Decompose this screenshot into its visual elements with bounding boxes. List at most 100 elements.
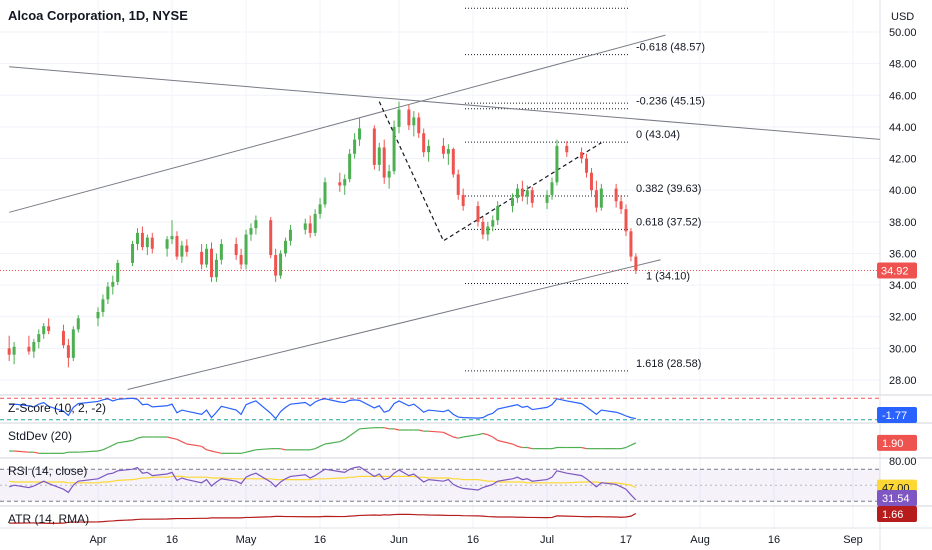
stddev-segment [349, 431, 355, 437]
candle [180, 240, 184, 263]
candle-body [520, 188, 524, 197]
candle [407, 104, 411, 131]
candle-body [634, 256, 638, 271]
price-pane[interactable]: -0.618 (48.57) -0.236 (45.15) 0 (43.04) 0.3… [0, 7, 883, 390]
candle-body [619, 201, 623, 210]
candle-body [185, 245, 189, 252]
candle [382, 139, 386, 184]
candle [589, 168, 593, 195]
candle [244, 229, 248, 270]
candle [140, 226, 144, 251]
candle [150, 232, 154, 254]
stddev-segment [393, 428, 400, 431]
candle [279, 250, 283, 279]
candle [511, 193, 515, 213]
rsi-badge-value: 31.54 [882, 493, 910, 505]
atr-badge-value: 1.66 [882, 509, 903, 521]
stddev-segment [240, 451, 247, 454]
indicator-label[interactable]: RSI (14, close) [8, 464, 87, 478]
candle-body [318, 204, 322, 214]
candle [412, 111, 416, 137]
candle [106, 281, 110, 305]
candle [451, 147, 455, 178]
indicator-label[interactable]: ATR (14, RMA) [8, 512, 89, 526]
atr-badge [877, 506, 917, 522]
fib-level-label: 0.382 (39.63) [636, 183, 701, 195]
candle-body [111, 281, 115, 287]
candle-body [358, 128, 362, 140]
candle [47, 318, 51, 335]
candle-body [7, 348, 11, 355]
indicator-stddev: StdDev (20) 1.90 [8, 427, 917, 454]
chart-title: Alcoa Corporation, 1D, NYSE [8, 8, 188, 23]
candle [175, 231, 179, 260]
candle-body [614, 188, 618, 202]
candle-body [61, 330, 65, 346]
candle-body [175, 236, 179, 257]
candle-body [353, 139, 357, 154]
price-tick-label: 46.00 [889, 90, 917, 102]
price-axis[interactable]: 28.00 30.00 32.00 34.00 36.00 38.00 40.00 42.00… [877, 27, 917, 387]
stddev-segment [443, 431, 449, 436]
stddev-segment [551, 446, 558, 450]
indicator-label[interactable]: Z-Score (10, 2, -2) [8, 401, 106, 415]
stddev-segment [463, 434, 479, 438]
candle [170, 220, 174, 244]
trendline[interactable] [9, 34, 666, 213]
candle [303, 218, 307, 235]
candle-body [71, 329, 75, 358]
candle-body [585, 158, 589, 173]
stddev-segment [216, 451, 222, 454]
candle [377, 142, 381, 172]
stddev-segment [186, 443, 202, 447]
zscore-badge [877, 407, 917, 423]
candle-body [145, 237, 149, 248]
trendline[interactable] [127, 259, 661, 390]
price-tick-label: 48.00 [889, 59, 917, 71]
stddev-segment [354, 428, 360, 433]
candle [7, 335, 11, 362]
indicator-label[interactable]: StdDev (20) [8, 429, 72, 443]
stddev-segment [97, 449, 104, 452]
price-tick-label: 30.00 [889, 343, 917, 355]
stddev-segment [117, 439, 133, 444]
trendline[interactable] [9, 66, 882, 140]
candle [486, 221, 490, 241]
candle-body [476, 206, 480, 222]
time-tick-label: Jun [390, 534, 408, 546]
candle [624, 204, 628, 237]
candle-body [239, 255, 243, 265]
candle [491, 215, 495, 232]
candle-body [42, 326, 46, 335]
currency-label[interactable]: USD [891, 11, 914, 23]
stddev-segment [255, 448, 271, 451]
price-tick-label: 32.00 [889, 312, 917, 324]
candle-body [279, 253, 283, 276]
candle [101, 294, 105, 317]
price-tick-label: 40.00 [889, 185, 917, 197]
candle-body [323, 182, 327, 205]
candle [308, 215, 312, 238]
candle-body [515, 188, 519, 199]
time-axis[interactable]: Apr 16 May 16 Jun 16 Jul 17 Aug 16 Sep [89, 534, 862, 546]
candle-body [12, 346, 16, 355]
candle-body [274, 255, 278, 276]
candle-body [214, 259, 218, 278]
candle [116, 259, 120, 286]
candle [214, 253, 218, 282]
candle-body [481, 221, 485, 235]
time-tick-label: Jul [540, 534, 554, 546]
candle-body [412, 117, 416, 126]
candle [338, 172, 342, 192]
fib-level-label: -0.618 (48.57) [636, 42, 705, 54]
last-price-value: 34.92 [881, 266, 909, 278]
stddev-segment [458, 436, 464, 439]
candle-body [219, 243, 223, 260]
stddev-segment [625, 444, 632, 449]
stddev-segment [324, 441, 340, 445]
fib-dashed-path[interactable] [378, 101, 602, 242]
price-plot[interactable]: -0.618 (48.57) -0.236 (45.15) 0 (43.04) 0.3… [0, 7, 883, 390]
z-score-line [9, 397, 636, 420]
time-tick-label: 16 [166, 534, 178, 546]
